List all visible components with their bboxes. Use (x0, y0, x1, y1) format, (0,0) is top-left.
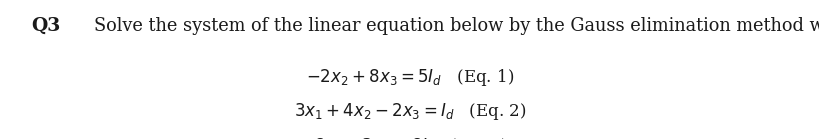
Text: Q3: Q3 (31, 17, 61, 35)
Text: $3x_1 + 4x_2 - 2x_3 = I_d$   (Eq. 2): $3x_1 + 4x_2 - 2x_3 = I_d$ (Eq. 2) (293, 101, 526, 122)
Text: $-2x_2 + 8x_3 = 5I_d$   (Eq. 1): $-2x_2 + 8x_3 = 5I_d$ (Eq. 1) (305, 67, 514, 88)
Text: Solve the system of the linear equation below by the Gauss elimination method wi: Solve the system of the linear equation … (94, 17, 819, 35)
Text: $6x_1 + 3x_2 = 6I_d$   (Eq. 3): $6x_1 + 3x_2 = 6I_d$ (Eq. 3) (313, 136, 506, 139)
